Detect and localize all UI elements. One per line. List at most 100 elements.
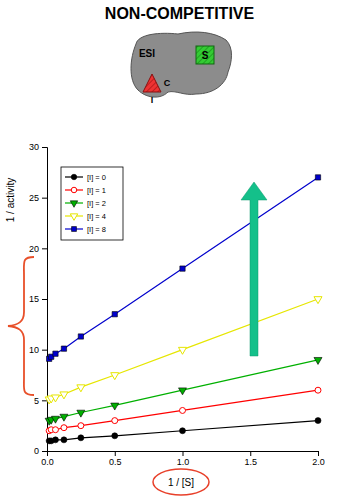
data-point bbox=[112, 433, 118, 439]
y-tick-mark bbox=[42, 451, 47, 452]
data-point bbox=[78, 334, 83, 339]
x-tick-mark bbox=[183, 451, 184, 456]
data-point bbox=[61, 346, 66, 351]
marker-shape bbox=[178, 347, 186, 354]
x-tick-label: 0.0 bbox=[41, 457, 54, 467]
marker-shape bbox=[178, 388, 186, 395]
data-point bbox=[51, 416, 59, 423]
marker-shape bbox=[78, 334, 83, 339]
data-point bbox=[60, 392, 68, 399]
data-point bbox=[111, 403, 119, 410]
x-tick-mark bbox=[318, 451, 319, 456]
legend-entry: [I] = 1 bbox=[65, 186, 106, 195]
marker-shape bbox=[53, 351, 58, 356]
y-tick-label: 15 bbox=[29, 294, 39, 304]
x-axis: 0.0 0.5 1.0 1.5 2.0 bbox=[41, 451, 325, 467]
data-point bbox=[53, 351, 58, 356]
legend-label: [I] = 4 bbox=[87, 212, 106, 221]
x-axis-line bbox=[48, 452, 319, 457]
x-tick: 2.0 bbox=[312, 451, 325, 467]
y-tick-mark bbox=[42, 147, 47, 148]
y-tick-mark bbox=[42, 400, 47, 401]
y-tick-label: 25 bbox=[29, 193, 39, 203]
marker-shape bbox=[112, 433, 118, 439]
legend-swatch bbox=[72, 227, 77, 232]
y-tick: 10 bbox=[29, 345, 47, 355]
series-line bbox=[49, 177, 318, 358]
legend: [I] = 0[I] = 1[I] = 2[I] = 4[I] = 8 bbox=[61, 167, 123, 240]
data-point bbox=[77, 385, 85, 392]
legend-swatch bbox=[70, 201, 77, 207]
y-axis: 051015202530 bbox=[29, 142, 48, 456]
marker-shape bbox=[77, 385, 85, 392]
x-tick-mark bbox=[115, 451, 116, 456]
marker-shape bbox=[78, 435, 84, 441]
data-point bbox=[51, 395, 59, 402]
legend-swatch bbox=[71, 174, 77, 180]
y-tick: 20 bbox=[29, 244, 47, 254]
y-tick-mark bbox=[42, 350, 47, 351]
y-tick-mark bbox=[42, 248, 47, 249]
y-tick-label: 30 bbox=[29, 142, 39, 152]
data-point bbox=[315, 387, 321, 393]
marker-shape bbox=[60, 392, 68, 399]
x-tick: 1.0 bbox=[177, 451, 190, 467]
y-tick-label: 20 bbox=[29, 244, 39, 254]
marker-shape bbox=[77, 410, 85, 417]
marker-shape bbox=[51, 395, 59, 402]
diagram-label: ESI bbox=[139, 48, 155, 59]
enzyme bbox=[131, 32, 232, 97]
legend-swatch bbox=[70, 214, 77, 220]
y-tick: 15 bbox=[29, 294, 47, 304]
data-point bbox=[78, 423, 84, 429]
x-tick-label: 0.5 bbox=[109, 457, 122, 467]
arrow bbox=[241, 182, 267, 356]
marker-shape bbox=[61, 425, 67, 431]
x-axis-title: 1 / [S] bbox=[168, 477, 194, 488]
x-tick: 0.5 bbox=[109, 451, 122, 467]
y-tick: 0 bbox=[34, 446, 47, 456]
data-point bbox=[315, 175, 320, 180]
data-point bbox=[314, 357, 322, 364]
data-point bbox=[180, 428, 186, 434]
data-point bbox=[178, 347, 186, 354]
diagram-label: I bbox=[151, 95, 154, 105]
y-tick-label: 0 bbox=[34, 446, 39, 456]
y-tick-label: 10 bbox=[29, 345, 39, 355]
y-tick-mark bbox=[42, 198, 47, 199]
marker-shape bbox=[52, 437, 58, 443]
data-point bbox=[52, 427, 58, 433]
marker-shape bbox=[51, 416, 59, 423]
y-axis-title: 1 / activity bbox=[5, 178, 16, 222]
marker-shape bbox=[52, 427, 58, 433]
series-line bbox=[49, 421, 318, 441]
y-tick: 30 bbox=[29, 142, 47, 152]
x-tick-label: 2.0 bbox=[312, 457, 325, 467]
legend-box bbox=[61, 167, 123, 240]
data-point bbox=[112, 418, 118, 424]
data-point bbox=[60, 414, 68, 421]
plot-marks bbox=[45, 175, 322, 444]
marker-shape bbox=[180, 266, 185, 271]
diagram-label: C bbox=[164, 78, 171, 88]
legend-swatch bbox=[71, 187, 77, 193]
y-tick: 25 bbox=[29, 193, 47, 203]
legend-label: [I] = 0 bbox=[87, 173, 106, 182]
x-tick-mark bbox=[250, 451, 251, 456]
series-line bbox=[49, 360, 318, 421]
marker-shape bbox=[180, 428, 186, 434]
y-axis-line bbox=[42, 148, 48, 452]
data-point bbox=[61, 437, 67, 443]
y-tick-mark bbox=[42, 299, 47, 300]
data-point bbox=[61, 425, 67, 431]
legend-label: [I] = 2 bbox=[87, 199, 106, 208]
x-tick-label: 1.5 bbox=[244, 457, 257, 467]
x-tick-label: 1.0 bbox=[177, 457, 190, 467]
data-point bbox=[178, 388, 186, 395]
diagram-label: S bbox=[202, 50, 209, 61]
data-point bbox=[77, 410, 85, 417]
data-point bbox=[52, 437, 58, 443]
substrate bbox=[196, 46, 214, 64]
inhibitor bbox=[143, 74, 161, 92]
x-tick: 1.5 bbox=[244, 451, 257, 467]
